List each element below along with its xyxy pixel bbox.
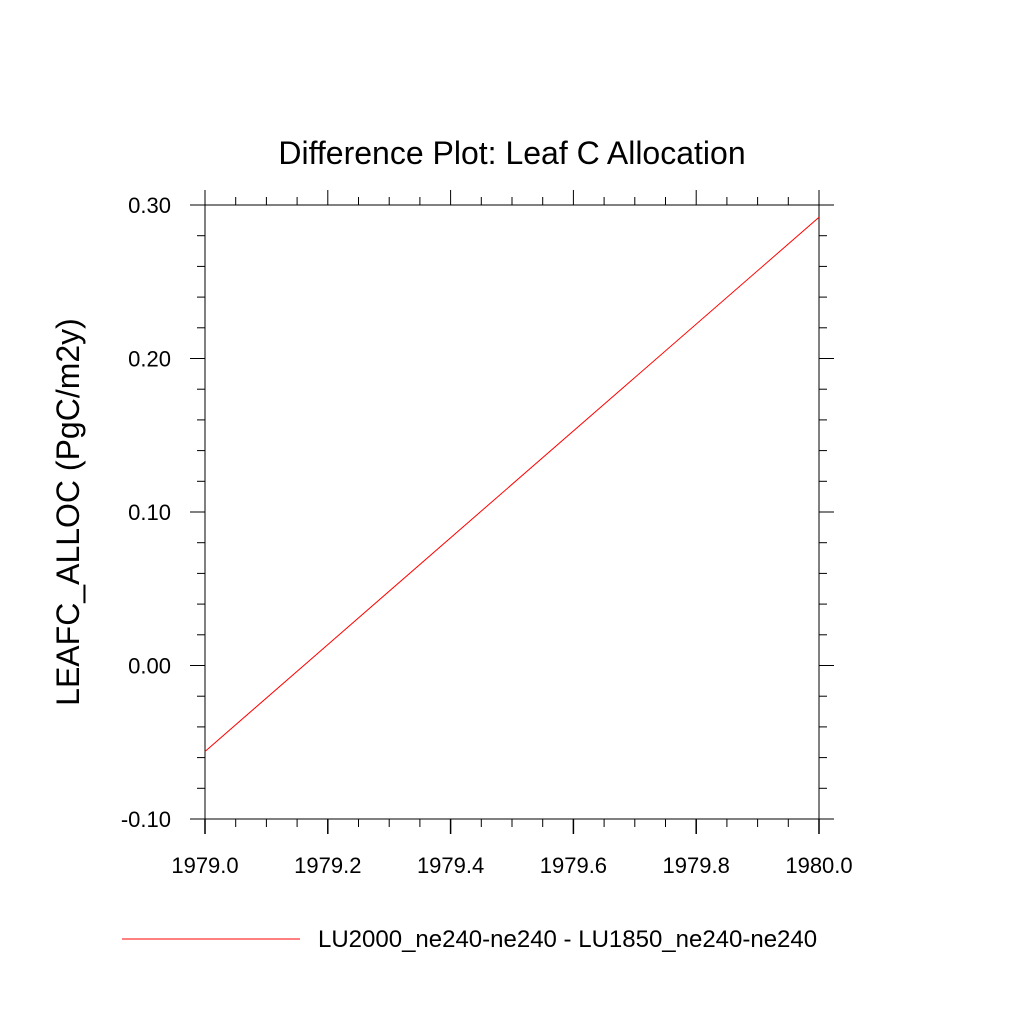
x-tick-label: 1979.2: [294, 853, 361, 878]
x-tick-label: 1980.0: [785, 853, 852, 878]
y-axis-label: LEAFC_ALLOC (PgC/m2y): [50, 318, 86, 706]
x-tick-label: 1979.6: [540, 853, 607, 878]
plot-area: 1979.0 1979.2 1979.4 1979.6 1979.8 1980.0 -0.1…: [121, 190, 853, 878]
y-tick-label: 0.30: [128, 193, 171, 218]
y-tick-label: 0.20: [128, 347, 171, 372]
legend: LU2000_ne240-ne240 - LU1850_ne240-ne240: [122, 926, 817, 953]
legend-label-0: LU2000_ne240-ne240 - LU1850_ne240-ne240: [318, 926, 817, 953]
y-tick-label: 0.10: [128, 500, 171, 525]
y-tick-label: 0.00: [128, 654, 171, 679]
x-tick-label: 1979.0: [171, 853, 238, 878]
chart-title: Difference Plot: Leaf C Allocation: [278, 135, 745, 171]
x-tick-label: 1979.8: [663, 853, 730, 878]
x-tick-label: 1979.4: [417, 853, 484, 878]
series-line-0: [204, 216, 820, 752]
y-tick-label: -0.10: [121, 807, 171, 832]
